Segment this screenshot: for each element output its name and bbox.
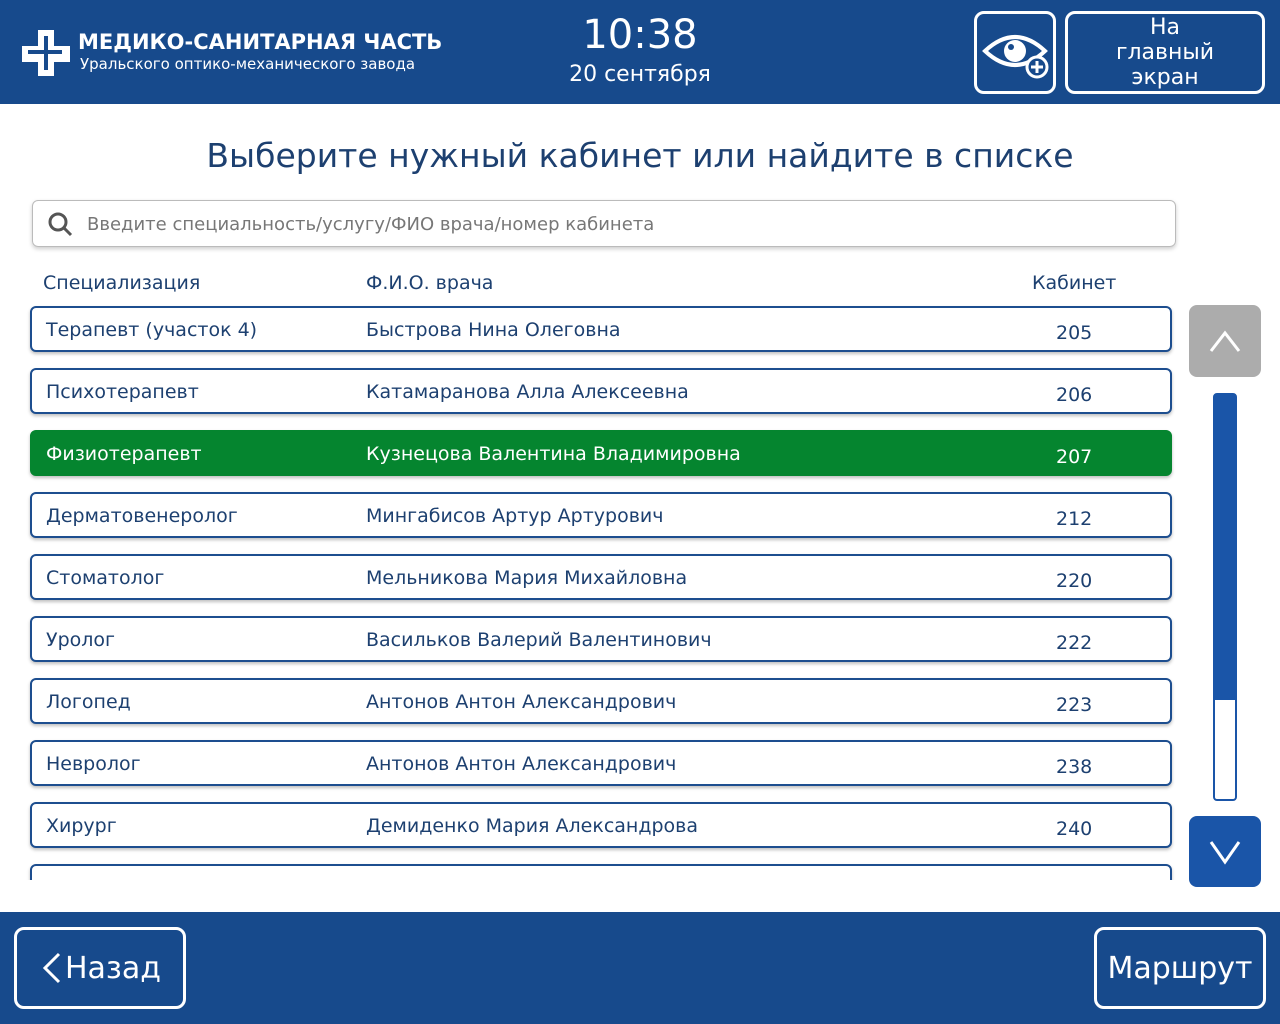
doctor-cell: Мельникова Мария Михайловна — [366, 567, 688, 589]
doctor-cell: Антонов Антон Александрович — [366, 753, 677, 775]
clock: 10:38 — [582, 12, 698, 58]
room-cell: 207 — [1056, 446, 1093, 468]
specialty-cell: Логопед — [46, 691, 131, 713]
up-arrow — [1209, 330, 1241, 352]
room-cell: 238 — [1056, 756, 1093, 778]
table-row[interactable]: Психотерапевт Катамаранова Алла Алексеевн… — [30, 368, 1172, 414]
footer: Назад Маршрут — [0, 912, 1280, 1024]
search-box[interactable]: Введите специальность/услугу/ФИО врача/н… — [32, 200, 1176, 247]
table-row[interactable]: Дерматовенеролог Мингабисов Артур Артуров… — [30, 492, 1172, 538]
row-list: Терапевт (участок 4) Быстрова Нина Олегов… — [0, 300, 1185, 880]
date: 20 сентября — [569, 62, 711, 87]
room-cell: 220 — [1056, 570, 1093, 592]
scroll-thumb[interactable] — [1215, 395, 1235, 700]
specialty-cell: Хирург — [46, 815, 117, 837]
home-button[interactable]: На главный экран — [1065, 11, 1265, 94]
room-cell: 223 — [1056, 694, 1093, 716]
room-cell: 240 — [1056, 818, 1093, 840]
page-title: Выберите нужный кабинет или найдите в сп… — [206, 136, 1074, 175]
doctor-cell: Мингабисов Артур Артурович — [366, 505, 664, 527]
specialty-cell: Терапевт (участок 4) — [46, 319, 258, 341]
scroll-track[interactable] — [1213, 393, 1237, 801]
route-button[interactable]: Маршрут — [1094, 927, 1266, 1009]
doctor-cell: Кузнецова Валентина Владимировна — [366, 443, 741, 465]
doctor-cell: Катамаранова Алла Алексеевна — [366, 381, 689, 403]
column-header: Ф.И.О. врача — [366, 272, 494, 294]
back-label: Назад — [64, 950, 162, 986]
eye-icon — [982, 34, 1049, 78]
room-cell: 206 — [1056, 384, 1093, 406]
column-header: Кабинет — [1032, 272, 1117, 294]
back-button[interactable]: Назад — [14, 927, 186, 1009]
doctor-cell: Быстрова Нина Олеговна — [366, 319, 621, 341]
table-row[interactable]: Терапевт (участок 4) Быстрова Нина Олегов… — [30, 306, 1172, 352]
room-cell: 222 — [1056, 632, 1093, 654]
down-arrow — [1209, 841, 1241, 865]
table-row[interactable]: Хирург Демиденко Мария Александрова 240 — [30, 802, 1172, 848]
specialty-cell: Физиотерапевт — [46, 443, 202, 465]
table-row-partial[interactable] — [30, 864, 1172, 880]
column-header: Специализация — [43, 272, 201, 294]
accessibility-button[interactable] — [974, 11, 1056, 94]
room-cell: 212 — [1056, 508, 1093, 530]
logo-subtitle: Уральского оптико-механического завода — [80, 55, 416, 73]
logo-title: МЕДИКО-САНИТАРНАЯ ЧАСТЬ — [78, 30, 443, 54]
doctor-cell: Демиденко Мария Александрова — [366, 815, 698, 837]
specialty-cell: Уролог — [46, 629, 116, 651]
header: МЕДИКО-САНИТАРНАЯ ЧАСТЬ Уральского оптик… — [0, 0, 1280, 104]
search-placeholder: Введите специальность/услугу/ФИО врача/н… — [87, 214, 655, 235]
doctor-cell: Васильков Валерий Валентинович — [366, 629, 712, 651]
logo-icon — [22, 30, 70, 76]
table-row[interactable]: Невролог Антонов Антон Александрович 238 — [30, 740, 1172, 786]
specialty-cell: Дерматовенеролог — [46, 505, 238, 527]
scroll-up-button[interactable] — [1189, 305, 1261, 377]
back-chevron — [42, 952, 61, 984]
table-row[interactable]: Физиотерапевт Кузнецова Валентина Владими… — [30, 430, 1172, 476]
table-row[interactable]: Стоматолог Мельникова Мария Михайловна 220 — [30, 554, 1172, 600]
doctor-cell: Антонов Антон Александрович — [366, 691, 677, 713]
specialty-cell: Стоматолог — [46, 567, 165, 589]
table-row[interactable]: Логопед Антонов Антон Александрович 223 — [30, 678, 1172, 724]
specialty-cell: Психотерапевт — [46, 381, 199, 403]
search-icon — [48, 212, 73, 237]
room-cell: 205 — [1056, 322, 1093, 344]
specialty-cell: Невролог — [46, 753, 141, 775]
table-row[interactable]: Уролог Васильков Валерий Валентинович 222 — [30, 616, 1172, 662]
scroll-down-button[interactable] — [1189, 816, 1261, 887]
